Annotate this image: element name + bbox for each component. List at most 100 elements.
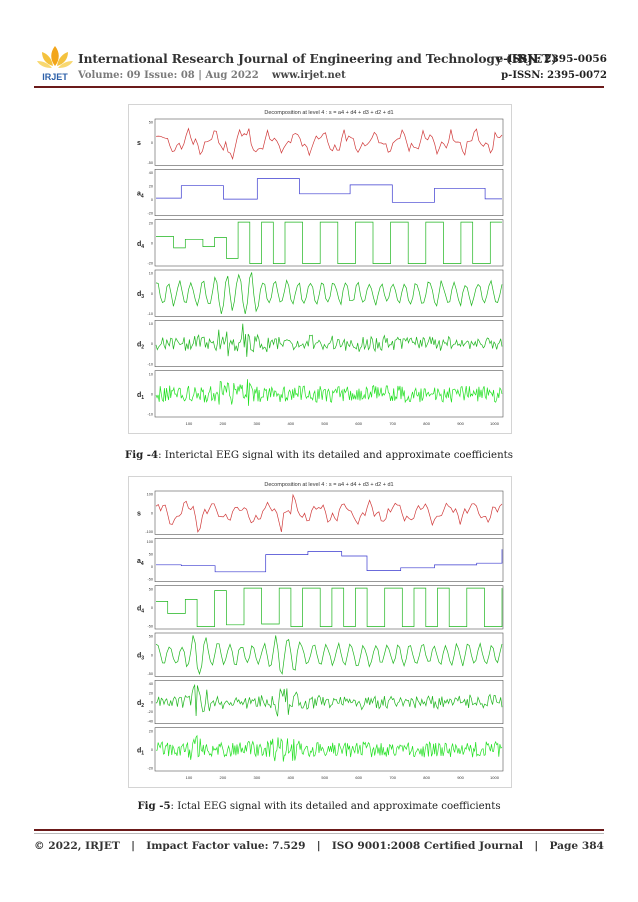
series-label-d2: d2 [137, 342, 144, 351]
volume-issue: Volume: 09 Issue: 08 | Aug 2022 [78, 70, 259, 81]
figure-5-svg: Decomposition at level 4 : s = a4 + d4 +… [137, 482, 504, 780]
series-label-a4: a4 [137, 191, 144, 200]
figure-4-caption: Fig -4: Interictal EEG signal with its d… [0, 449, 638, 461]
x-tick-label: 700 [389, 775, 396, 780]
footer-separator: | [131, 840, 135, 852]
journal-website[interactable]: www.irjet.net [272, 70, 346, 81]
series-label-a4: a4 [137, 558, 144, 567]
x-tick-label: 600 [355, 421, 362, 426]
y-tick-label: -10 [148, 362, 154, 366]
footer-separator: | [534, 840, 539, 852]
x-tick-label: 200 [220, 775, 227, 780]
y-tick-label: 0 [151, 653, 153, 657]
series-line-d1 [155, 379, 503, 406]
panel-frame-d3 [154, 269, 504, 317]
y-tick-label: 0 [151, 241, 153, 245]
x-tick-label: 600 [355, 775, 362, 780]
panel-frame-a4 [154, 538, 504, 582]
figure-4-caption-text: : Interictal EEG signal with its detaile… [158, 450, 513, 461]
y-tick-label: 100 [147, 493, 153, 497]
y-tick-label: -40 [148, 719, 154, 723]
x-tick-label: 400 [287, 775, 294, 780]
x-tick-label: 400 [287, 421, 294, 426]
y-tick-label: 40 [149, 682, 153, 686]
y-tick-label: 20 [149, 221, 153, 225]
y-tick-label: 50 [149, 121, 153, 125]
y-tick-label: -100 [145, 530, 153, 534]
svg-text:IRJET: IRJET [42, 72, 68, 82]
y-tick-label: 0 [151, 565, 153, 569]
series-label-d1: d1 [137, 392, 144, 401]
x-tick-label: 900 [457, 775, 464, 780]
x-tick-label: 800 [423, 421, 430, 426]
footer-separator: | [316, 840, 321, 852]
series-label-d4: d4 [137, 605, 144, 614]
series-label-d2: d2 [137, 700, 144, 709]
series-line-d1 [155, 734, 503, 762]
figure-5-caption-text: : Ictal EEG signal with its detailed and… [170, 801, 501, 812]
y-tick-label: -20 [148, 262, 154, 266]
figure-5-chart: Decomposition at level 4 : s = a4 + d4 +… [128, 476, 512, 788]
x-tick-label: 200 [220, 421, 227, 426]
series-line-a4 [156, 178, 502, 203]
x-tick-label: 500 [321, 775, 328, 780]
impact-factor: Impact Factor value: 7.529 [146, 840, 306, 852]
y-tick-label: -50 [148, 577, 154, 581]
copyright: © 2022, IRJET [34, 840, 120, 852]
y-tick-label: 10 [149, 322, 153, 326]
figure-4-svg: Decomposition at level 4 : s = a4 + d4 +… [137, 110, 504, 426]
panel-frame-s [154, 118, 504, 166]
x-tick-label: 700 [389, 421, 396, 426]
y-tick-label: 0 [151, 141, 153, 145]
p-issn: p-ISSN: 2395-0072 [501, 70, 607, 81]
panel-frame-a4 [154, 169, 504, 216]
page-footer: © 2022, IRJET | Impact Factor value: 7.5… [34, 840, 604, 852]
series-line-d3 [155, 272, 503, 314]
figure-5-label: Fig -5 [137, 800, 171, 812]
y-tick-label: 0 [151, 748, 153, 752]
x-tick-label: 800 [423, 775, 430, 780]
panel-frame-d1 [154, 370, 504, 418]
x-tick-label: 500 [321, 421, 328, 426]
journal-title: International Research Journal of Engine… [78, 52, 557, 66]
y-tick-label: 20 [149, 729, 153, 733]
header-rule [34, 86, 604, 88]
series-line-s [155, 127, 503, 160]
y-tick-label: -20 [148, 710, 154, 714]
y-tick-label: 20 [149, 691, 153, 695]
x-tick-label: 1000 [490, 775, 500, 780]
y-tick-label: -10 [148, 312, 154, 316]
series-line-d2 [155, 323, 503, 357]
y-tick-label: 0 [151, 606, 153, 610]
series-line-d4 [156, 221, 502, 264]
page-number: Page 384 [549, 840, 604, 852]
chart-title: Decomposition at level 4 : s = a4 + d4 +… [264, 110, 393, 116]
panel-frame-s [154, 490, 504, 535]
y-tick-label: 0 [151, 511, 153, 515]
series-line-a4 [156, 549, 503, 573]
y-tick-label: 10 [149, 372, 153, 376]
series-label-d3: d3 [137, 291, 144, 300]
series-label-s: s [137, 140, 141, 147]
y-tick-label: -50 [148, 672, 154, 676]
y-tick-label: 50 [149, 552, 153, 556]
y-tick-label: 20 [149, 184, 153, 188]
series-label-d4: d4 [137, 241, 144, 250]
series-label-s: s [137, 511, 141, 518]
series-label-d3: d3 [137, 653, 144, 662]
page-header: IRJET International Research Journal of … [0, 0, 638, 96]
y-tick-label: 100 [147, 540, 153, 544]
y-tick-label: 0 [151, 701, 153, 705]
chart-title: Decomposition at level 4 : s = a4 + d4 +… [264, 482, 393, 488]
panel-frame-d4 [154, 219, 504, 267]
footer-rule [34, 829, 604, 831]
figure-5-caption: Fig -5: Ictal EEG signal with its detail… [0, 800, 638, 812]
x-tick-label: 100 [186, 775, 193, 780]
y-tick-label: 40 [149, 171, 153, 175]
x-tick-label: 900 [457, 421, 464, 426]
series-line-d4 [156, 587, 503, 627]
y-tick-label: -20 [148, 767, 154, 771]
y-tick-label: 50 [149, 635, 153, 639]
series-line-s [155, 493, 503, 533]
y-tick-label: 0 [151, 342, 153, 346]
